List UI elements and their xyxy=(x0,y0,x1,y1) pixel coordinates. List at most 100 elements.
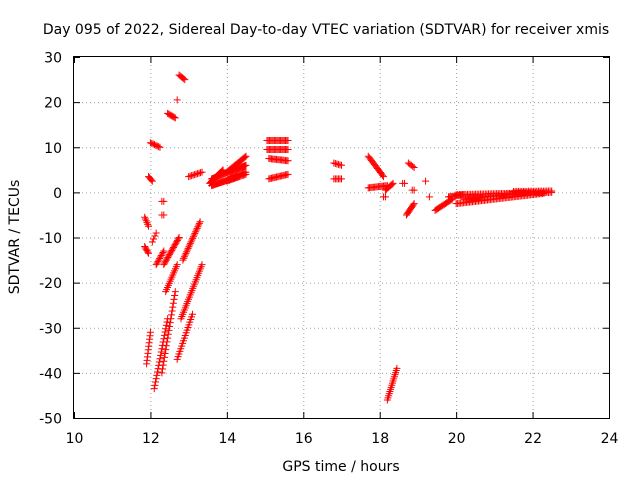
data-point xyxy=(188,236,196,244)
data-point xyxy=(158,250,166,258)
point-cluster xyxy=(160,234,183,269)
data-point xyxy=(146,328,154,336)
data-point xyxy=(284,146,292,154)
point-cluster xyxy=(152,247,168,269)
data-point xyxy=(191,229,199,237)
y-tick-label: 20 xyxy=(44,96,62,112)
data-point xyxy=(185,173,193,181)
x-tick-label: 16 xyxy=(295,431,313,447)
point-cluster xyxy=(173,96,181,104)
data-point xyxy=(148,177,156,185)
data-point xyxy=(165,252,173,260)
plot-frame xyxy=(73,56,610,419)
data-point xyxy=(183,246,191,254)
point-cluster xyxy=(399,179,409,187)
data-point xyxy=(192,170,200,178)
data-point xyxy=(169,243,177,251)
data-point xyxy=(381,193,389,201)
point-cluster xyxy=(404,159,418,172)
y-axis-title: SDTVAR / TECUs xyxy=(7,180,23,295)
data-point xyxy=(196,218,204,226)
x-tick-label: 14 xyxy=(218,431,236,447)
point-cluster xyxy=(381,179,397,194)
data-point xyxy=(156,355,164,363)
y-tick-labels: 30 20 10 0 -10 -20 -30 -40 -50 xyxy=(39,51,62,428)
data-point xyxy=(194,223,202,231)
data-point xyxy=(166,319,174,327)
data-point xyxy=(142,217,150,225)
point-cluster xyxy=(173,310,196,363)
data-point xyxy=(388,180,396,188)
point-cluster xyxy=(145,173,156,185)
data-point xyxy=(170,113,178,121)
point-cluster xyxy=(141,213,153,230)
x-tick-label: 10 xyxy=(66,431,84,447)
y-tick-label: 10 xyxy=(44,141,62,157)
data-point xyxy=(174,235,182,243)
data-point xyxy=(379,171,387,179)
data-point xyxy=(242,168,250,176)
data-point xyxy=(153,371,161,379)
y-tick-label: -50 xyxy=(39,412,62,428)
data-point xyxy=(153,368,161,376)
data-point xyxy=(179,256,187,264)
data-point xyxy=(160,197,168,205)
data-point xyxy=(410,200,418,208)
data-point xyxy=(169,299,177,307)
point-cluster xyxy=(408,186,418,194)
data-point xyxy=(191,171,199,179)
data-point xyxy=(173,238,181,246)
point-cluster xyxy=(185,168,206,181)
point-cluster xyxy=(364,152,388,181)
point-cluster xyxy=(330,159,345,169)
data-point xyxy=(175,234,183,241)
data-point xyxy=(184,244,192,252)
x-tick-labels: 10 12 14 16 18 20 22 24 xyxy=(66,431,619,447)
data-point xyxy=(188,310,196,318)
data-point xyxy=(163,318,171,326)
data-point xyxy=(155,256,163,264)
data-point xyxy=(185,243,193,251)
data-point xyxy=(150,235,158,243)
data-point xyxy=(157,348,165,356)
data-point xyxy=(160,335,168,343)
data-point xyxy=(156,253,164,261)
point-cluster xyxy=(158,288,179,377)
data-point xyxy=(161,258,169,266)
y-tick-label: 0 xyxy=(53,186,62,202)
point-cluster xyxy=(158,197,168,205)
point-cluster xyxy=(179,218,204,264)
data-point xyxy=(148,238,156,246)
data-point xyxy=(163,255,171,263)
data-point xyxy=(162,342,170,350)
data-point xyxy=(198,261,206,269)
data-point xyxy=(172,239,180,247)
data-points xyxy=(141,71,556,404)
data-point xyxy=(284,136,292,144)
point-cluster xyxy=(263,146,292,154)
data-point xyxy=(151,381,159,389)
data-point xyxy=(144,248,152,256)
data-point xyxy=(181,251,189,259)
data-point xyxy=(162,256,170,264)
data-point xyxy=(171,288,179,296)
data-point xyxy=(150,385,158,393)
data-point xyxy=(159,249,167,257)
data-point xyxy=(173,261,181,269)
data-point xyxy=(410,164,418,172)
data-point xyxy=(156,255,164,263)
point-cluster xyxy=(402,200,418,219)
point-cluster xyxy=(425,193,433,201)
data-point xyxy=(197,169,205,177)
data-point xyxy=(152,378,160,386)
data-point xyxy=(380,173,388,181)
data-point xyxy=(167,248,175,256)
data-point xyxy=(186,172,194,180)
data-point xyxy=(153,259,161,267)
data-point xyxy=(389,179,397,187)
data-point xyxy=(186,239,194,247)
data-point xyxy=(173,236,181,244)
data-point xyxy=(195,169,203,177)
data-point xyxy=(168,307,176,315)
